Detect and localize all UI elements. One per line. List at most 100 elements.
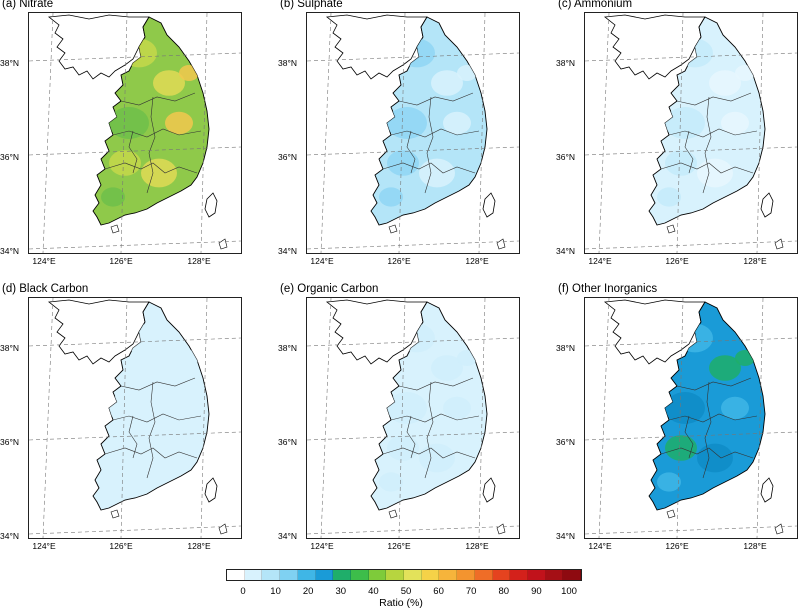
latitude-label: 34°N bbox=[278, 531, 297, 541]
colorbar-label: Ratio (%) bbox=[379, 597, 423, 609]
colorbar-cell bbox=[492, 570, 511, 580]
longitude-label: 124°E bbox=[32, 541, 56, 551]
colorbar-cell bbox=[563, 570, 582, 580]
longitude-label: 126°E bbox=[109, 541, 133, 551]
latitude-label: 36°N bbox=[556, 437, 575, 447]
map-svg bbox=[29, 298, 241, 538]
colorbar-cell bbox=[262, 570, 281, 580]
colorbar-cell bbox=[386, 570, 405, 580]
colorbar-cell bbox=[315, 570, 334, 580]
north-korea-outline bbox=[47, 299, 150, 365]
latitude-label: 38°N bbox=[278, 58, 297, 68]
latitude-label: 34°N bbox=[556, 531, 575, 541]
map-svg bbox=[307, 298, 519, 538]
map-svg bbox=[307, 13, 519, 253]
longitude-label: 126°E bbox=[387, 541, 411, 551]
colorbar-cell bbox=[350, 570, 369, 580]
colorbar-cell bbox=[404, 570, 422, 580]
map-svg bbox=[585, 13, 797, 253]
north-korea-outline bbox=[603, 14, 706, 80]
colorbar-cell bbox=[333, 570, 351, 580]
island-outline bbox=[760, 477, 774, 503]
colorbar-tick-label: 90 bbox=[531, 586, 542, 597]
colorbar-tick-label: 20 bbox=[302, 586, 314, 597]
longitude-label: 124°E bbox=[310, 541, 334, 551]
north-korea-outline bbox=[47, 14, 150, 80]
latitude-label: 38°N bbox=[278, 343, 297, 353]
panel-title: (a) Nitrate bbox=[2, 0, 54, 10]
colorbar-cell bbox=[280, 570, 298, 580]
map-panel: (f) Other Inorganics 38°N 36°N 34°N 124°E 12… bbox=[556, 283, 801, 555]
longitude-label: 124°E bbox=[588, 256, 612, 266]
colorbar-tick-label: 70 bbox=[465, 586, 477, 597]
longitude-label: 128°E bbox=[465, 256, 489, 266]
colorbar bbox=[226, 569, 582, 581]
longitude-label: 128°E bbox=[187, 541, 211, 551]
longitude-label: 128°E bbox=[465, 541, 489, 551]
map-frame bbox=[306, 297, 520, 539]
map-frame bbox=[584, 12, 798, 254]
longitude-label: 124°E bbox=[310, 256, 334, 266]
colorbar-cell bbox=[244, 570, 263, 580]
panel-title: (e) Organic Carbon bbox=[280, 283, 379, 295]
latitude-label: 36°N bbox=[278, 437, 297, 447]
colorbar-cell bbox=[474, 570, 493, 580]
longitude-label: 128°E bbox=[743, 541, 767, 551]
colorbar-tick-label: 40 bbox=[368, 586, 379, 597]
longitude-label: 128°E bbox=[743, 256, 767, 266]
map-panel: (b) Sulphate 38°N 36°N 34°N 124°E 126°E 128°E bbox=[278, 0, 523, 270]
colorbar-cell bbox=[439, 570, 458, 580]
colorbar-cell bbox=[368, 570, 387, 580]
map-svg bbox=[585, 298, 797, 538]
latitude-label: 34°N bbox=[0, 531, 19, 541]
colorbar-tick-label: 50 bbox=[400, 586, 412, 597]
panel-title: (d) Black Carbon bbox=[2, 283, 89, 295]
latitude-label: 34°N bbox=[556, 246, 575, 256]
map-panel: (a) Nitrate 38°N 36°N 34°N 124°E 126°E 128°E bbox=[0, 0, 245, 270]
latitude-label: 38°N bbox=[0, 343, 19, 353]
colorbar-tick-label: 30 bbox=[335, 586, 347, 597]
longitude-label: 126°E bbox=[387, 256, 411, 266]
colorbar-tick-label: 80 bbox=[498, 586, 510, 597]
north-korea-outline bbox=[325, 299, 428, 365]
map-panel: (e) Organic Carbon 38°N 36°N 34°N 124°E 126°… bbox=[278, 283, 523, 555]
map-frame bbox=[28, 297, 242, 539]
map-frame bbox=[584, 297, 798, 539]
colorbar-tick-label: 10 bbox=[270, 586, 281, 597]
colorbar-cell bbox=[457, 570, 475, 580]
latitude-label: 38°N bbox=[556, 58, 575, 68]
map-frame bbox=[306, 12, 520, 254]
colorbar-tick-label: 60 bbox=[433, 586, 444, 597]
island-outline bbox=[204, 192, 218, 218]
colorbar-cell bbox=[227, 570, 245, 580]
panel-title: (f) Other Inorganics bbox=[558, 283, 658, 295]
map-panel: (d) Black Carbon 38°N 36°N 34°N 124°E 126°E 1… bbox=[0, 283, 245, 555]
latitude-label: 36°N bbox=[0, 437, 19, 447]
colorbar-cell bbox=[545, 570, 564, 580]
latitude-label: 34°N bbox=[278, 246, 297, 256]
colorbar-cell bbox=[297, 570, 316, 580]
colorbar-tick-label: 100 bbox=[561, 586, 577, 597]
longitude-label: 124°E bbox=[588, 541, 612, 551]
map-panel: (c) Ammonium 38°N 36°N 34°N 124°E 126°E 128°E bbox=[556, 0, 801, 270]
colorbar-cell bbox=[510, 570, 528, 580]
longitude-label: 126°E bbox=[665, 541, 689, 551]
island-outline bbox=[482, 192, 496, 218]
longitude-label: 124°E bbox=[32, 256, 56, 266]
latitude-label: 34°N bbox=[0, 246, 19, 256]
north-korea-outline bbox=[325, 14, 428, 80]
panel-title: (b) Sulphate bbox=[280, 0, 343, 10]
island-outline bbox=[204, 477, 218, 503]
island-outline bbox=[482, 477, 496, 503]
latitude-label: 38°N bbox=[556, 343, 575, 353]
longitude-label: 128°E bbox=[187, 256, 211, 266]
longitude-label: 126°E bbox=[109, 256, 133, 266]
latitude-label: 36°N bbox=[0, 152, 19, 162]
panel-title: (c) Ammonium bbox=[558, 0, 633, 10]
latitude-label: 38°N bbox=[0, 58, 19, 68]
colorbar-cell bbox=[421, 570, 440, 580]
latitude-label: 36°N bbox=[556, 152, 575, 162]
map-frame bbox=[28, 12, 242, 254]
island-outline bbox=[760, 192, 774, 218]
longitude-label: 126°E bbox=[665, 256, 689, 266]
